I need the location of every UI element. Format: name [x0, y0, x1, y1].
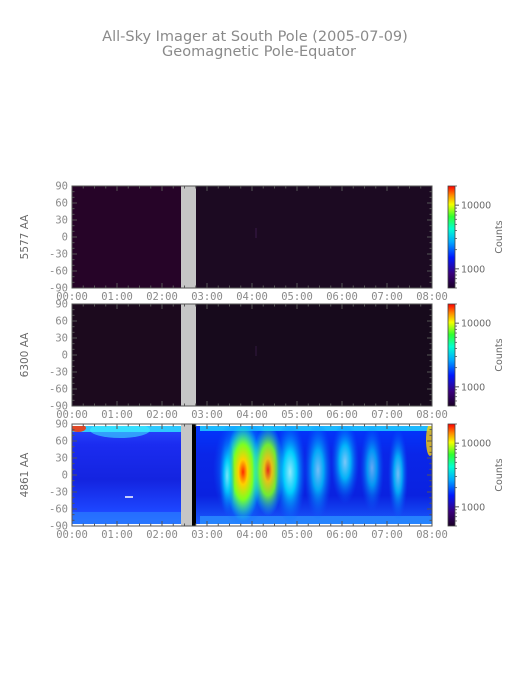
- image-block-pre-gap: [72, 186, 181, 288]
- axes-layer: 00:00 01:00 02:00 03:00 04:00 05:00 06:00 07:00…: [49, 181, 491, 542]
- y-tick-label: -30: [49, 249, 68, 261]
- auroral-structure: [360, 426, 384, 512]
- y-tick-label: 0: [62, 350, 68, 362]
- colorbar-label-5577: Counts: [494, 220, 505, 253]
- colorbar: [447, 303, 456, 407]
- colorbar-tick-label: 10000: [461, 201, 491, 212]
- y-tick-label: -30: [49, 487, 68, 499]
- colorbar-label-6300: Counts: [494, 338, 505, 371]
- x-tick-label: 01:00: [101, 291, 133, 303]
- x-tick-label: 08:00: [416, 291, 448, 303]
- y-tick-label: 90: [55, 419, 68, 431]
- x-tick-label: 02:00: [146, 291, 178, 303]
- data-gap: [181, 304, 196, 406]
- chart-subtitle: Geomagnetic Pole-Equator: [162, 44, 356, 60]
- chart-title: All-Sky Imager at South Pole (2005-07-09…: [102, 29, 408, 45]
- y-tick-label: 90: [55, 299, 68, 311]
- auroral-structure: [304, 426, 332, 520]
- image-block-pre-gap: [72, 426, 181, 524]
- data-gap: [181, 186, 196, 288]
- y-tick-label: -90: [49, 283, 68, 295]
- x-tick-label: 05:00: [281, 291, 313, 303]
- y-tick-label: -60: [49, 504, 68, 516]
- ylabel-6300: 6300 AA: [19, 332, 31, 378]
- x-tick-label: 04:00: [236, 291, 268, 303]
- auroral-structure: [72, 426, 86, 432]
- x-tick-label: 08:00: [416, 529, 448, 541]
- y-tick-label: -90: [49, 521, 68, 533]
- bottom-edge-emission: [200, 516, 432, 524]
- x-tick-label: 00:00: [56, 529, 88, 541]
- colorbar-label-4861: Counts: [494, 458, 505, 491]
- x-tick-label: 03:00: [191, 529, 223, 541]
- x-tick-label: 07:00: [371, 409, 403, 421]
- y-tick-label: 30: [55, 333, 68, 345]
- image-block-pre-gap: [72, 304, 181, 406]
- gap-edge: [192, 424, 196, 526]
- x-tick-label: 05:00: [281, 529, 313, 541]
- x-tick-label: 06:00: [326, 409, 358, 421]
- panel-4861: [72, 424, 432, 526]
- y-tick-label: 60: [55, 436, 68, 448]
- y-tick-label: -90: [49, 401, 68, 413]
- auroral-structure: [331, 426, 359, 504]
- x-tick-label: 02:00: [146, 409, 178, 421]
- x-tick-label: 04:00: [236, 529, 268, 541]
- colorbar-tick-label: 10000: [461, 319, 491, 330]
- x-tick-label: 01:00: [101, 409, 133, 421]
- x-tick-label: 00:00: [56, 409, 88, 421]
- panel-6300: [72, 304, 432, 406]
- y-tick-label: 60: [55, 316, 68, 328]
- colorbar: [447, 423, 456, 527]
- auroral-structure: [426, 426, 432, 456]
- colorbar-tick-label: 1000: [461, 382, 485, 393]
- colorbar-tick-label: 1000: [461, 264, 485, 275]
- colorbar-tick-label: 10000: [461, 439, 491, 450]
- x-tick-label: 05:00: [281, 409, 313, 421]
- x-tick-label: 00:00: [56, 291, 88, 303]
- image-block-post-gap: [196, 304, 432, 406]
- image-block-post-gap: [196, 186, 432, 288]
- y-tick-label: -60: [49, 266, 68, 278]
- x-tick-label: 02:00: [146, 529, 178, 541]
- auroral-structure: [219, 436, 235, 516]
- y-tick-label: 0: [62, 232, 68, 244]
- panel-5577: [72, 186, 432, 288]
- y-tick-label: 90: [55, 181, 68, 193]
- x-tick-label: 08:00: [416, 409, 448, 421]
- x-tick-label: 06:00: [326, 291, 358, 303]
- y-tick-label: 60: [55, 198, 68, 210]
- ylabel-4861: 4861 AA: [19, 452, 31, 498]
- bottom-edge-emission: [72, 512, 181, 524]
- ylabel-5577: 5577 AA: [19, 214, 31, 260]
- y-tick-label: 30: [55, 453, 68, 465]
- y-tick-label: -60: [49, 384, 68, 396]
- x-tick-label: 01:00: [101, 529, 133, 541]
- x-tick-label: 07:00: [371, 291, 403, 303]
- x-tick-label: 03:00: [191, 409, 223, 421]
- y-tick-label: 0: [62, 470, 68, 482]
- auroral-structure: [274, 426, 306, 524]
- auroral-structure: [388, 428, 408, 520]
- x-tick-label: 04:00: [236, 409, 268, 421]
- y-tick-label: -30: [49, 367, 68, 379]
- colorbar: [447, 185, 456, 289]
- x-tick-label: 06:00: [326, 529, 358, 541]
- x-tick-label: 03:00: [191, 291, 223, 303]
- auroral-structure: [225, 426, 261, 522]
- x-tick-label: 07:00: [371, 529, 403, 541]
- colorbar-tick-label: 1000: [461, 502, 485, 513]
- y-tick-label: 30: [55, 215, 68, 227]
- auroral-structure: [90, 426, 150, 438]
